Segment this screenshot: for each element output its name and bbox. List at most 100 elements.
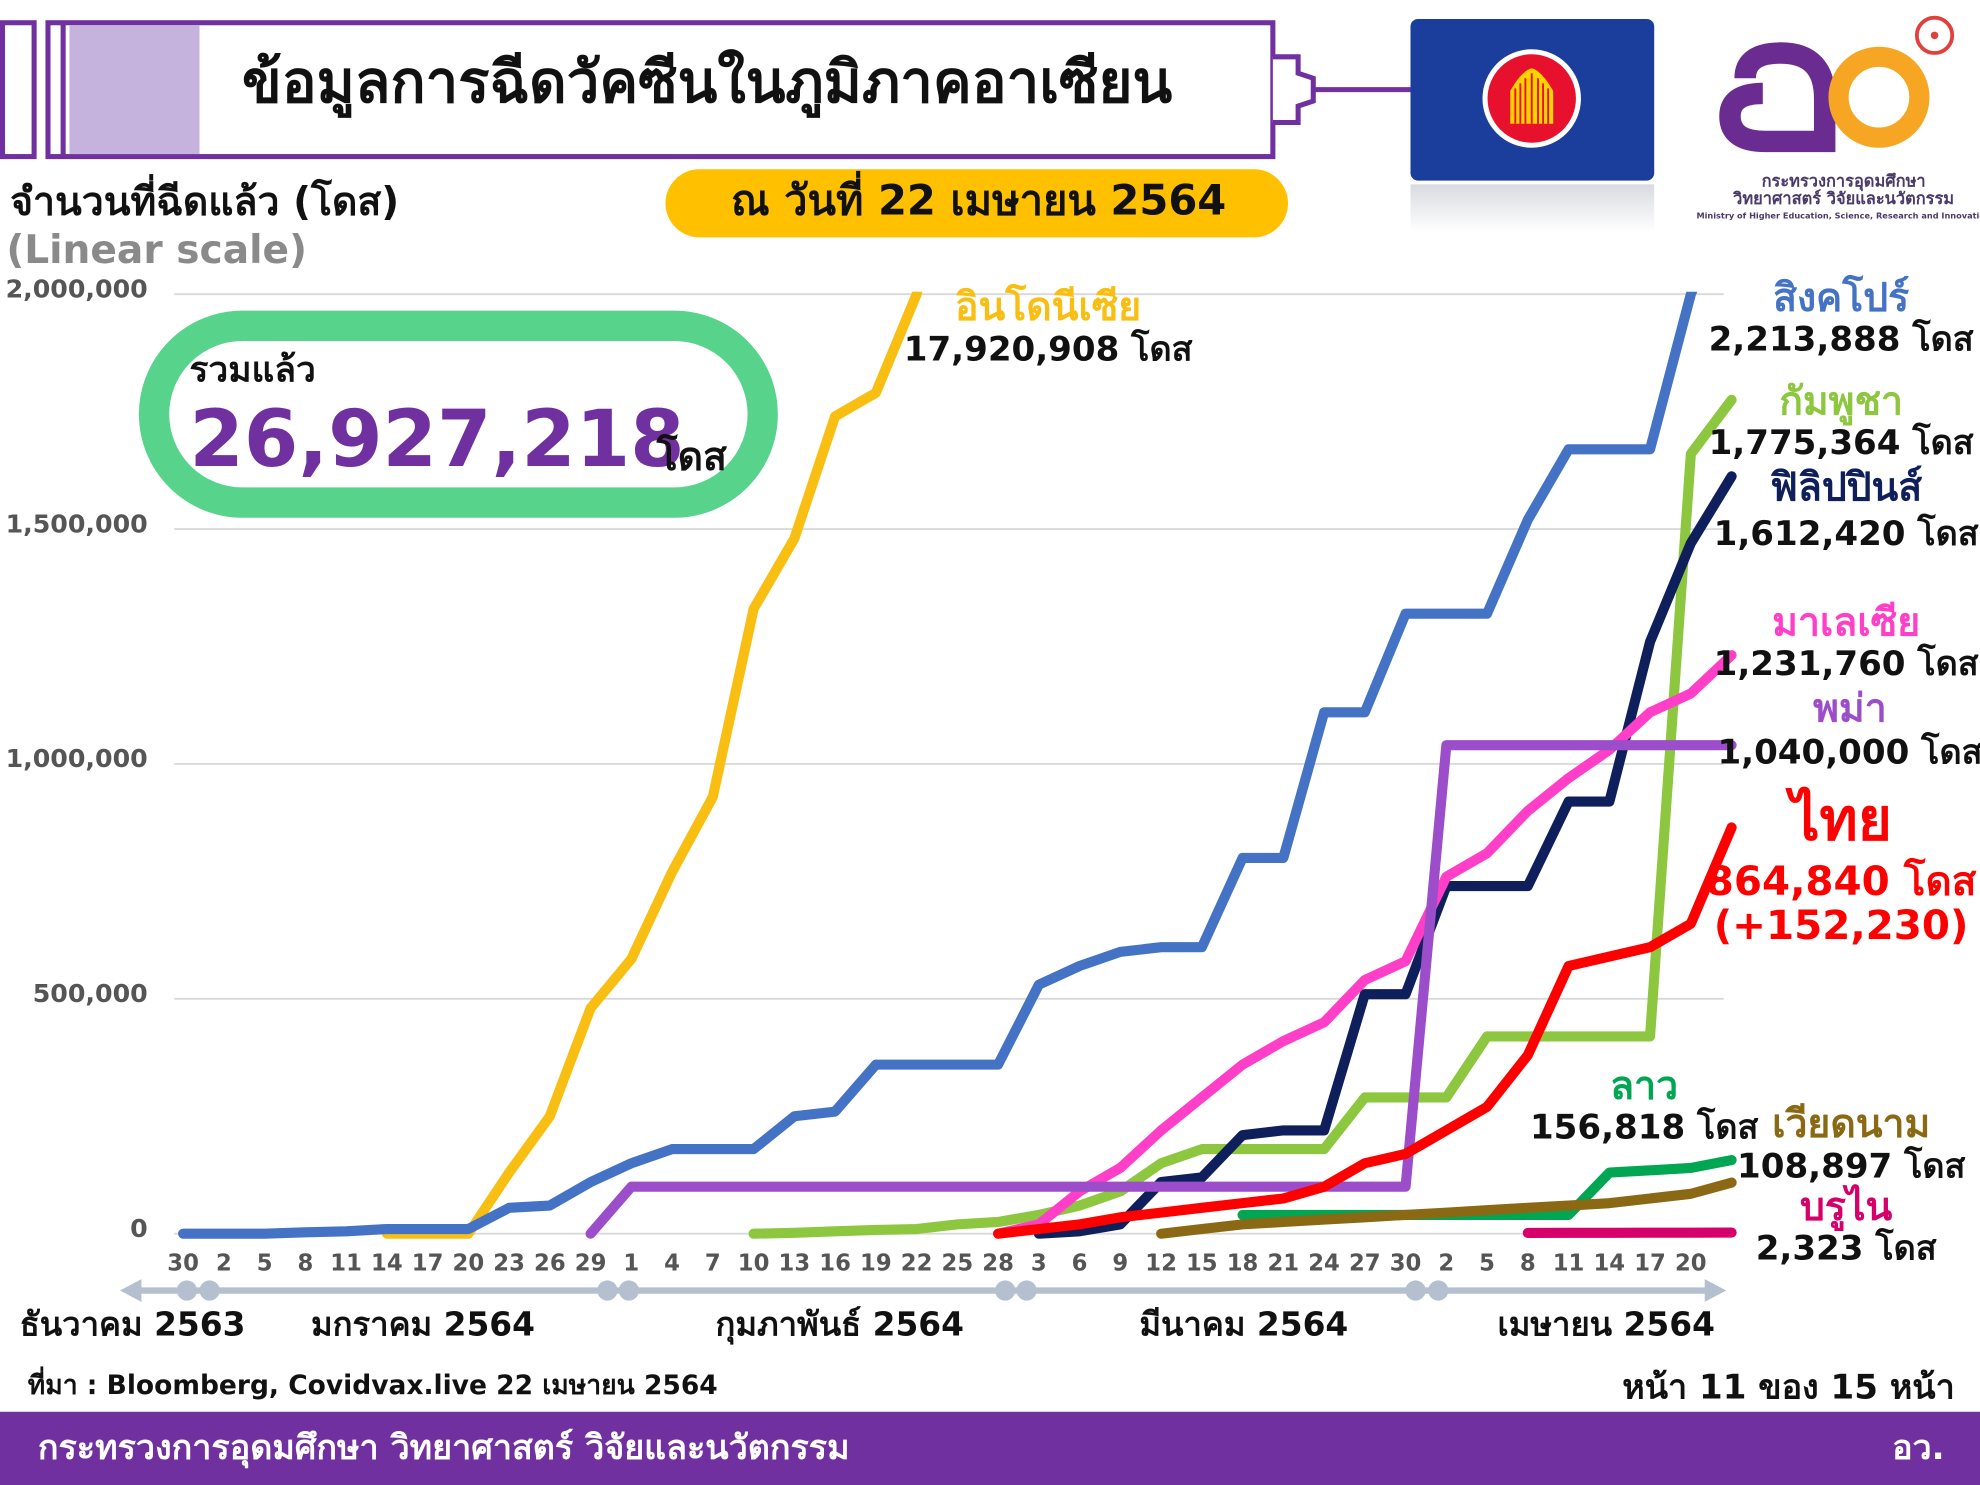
series-labels: อินโดนีเซีย17,920,908 โดส สิงคโปร์2,213,8… <box>904 274 1980 1269</box>
series-name: มาเลเซีย <box>1772 601 1920 646</box>
x-tick-label: 20 <box>1675 1251 1707 1277</box>
value-label: 2,213,888 โดส <box>1709 318 1974 359</box>
total-value: 26,927,218 <box>189 394 684 485</box>
month-label: มกราคม 2564 <box>311 1305 535 1343</box>
series-name: พม่า <box>1813 686 1887 731</box>
asean-flag <box>1410 18 1655 233</box>
series-name: กัมพูชา <box>1779 380 1903 426</box>
y-tick-label: 0 <box>130 1214 148 1243</box>
logo-line: วิทยาศาสตร์ วิจัยและนวัตกรรม <box>1732 189 1954 208</box>
ministry-logo: กระทรวงการอุดมศึกษา วิทยาศาสตร์ วิจัยและ… <box>1696 15 1980 220</box>
logo-line: Ministry of Higher Education, Science, R… <box>1696 210 1980 220</box>
series-name: บรูไน <box>1800 1184 1893 1231</box>
plot-lines <box>178 291 1737 1239</box>
change-label: (+152,230) <box>1714 901 1969 949</box>
month-label: ธันวาคม 2563 <box>20 1305 246 1343</box>
title: ข้อมูลการฉีดวัคซีนในภูมิภาคอาเซียน <box>242 48 1172 118</box>
page-number: หน้า 11 ของ 15 หน้า <box>1622 1368 1955 1408</box>
x-tick-label: 13 <box>779 1251 811 1277</box>
x-tick-label: 2 <box>216 1251 232 1277</box>
series-line <box>381 291 923 1239</box>
x-tick-label: 9 <box>1112 1251 1128 1277</box>
x-tick-label: 14 <box>371 1251 403 1277</box>
x-tick-label: 17 <box>1634 1251 1666 1277</box>
x-tick-label: 12 <box>1145 1251 1177 1277</box>
x-axis: 30 2 5 8 11 14 17 20 23 26 29 1 4 7 10 13 16 19 22 25 28 3 6 9 1… <box>20 1251 1727 1345</box>
x-tick-label: 18 <box>1227 1251 1259 1277</box>
value-label: 156,818 โดส <box>1530 1106 1759 1147</box>
y-tick-label: 500,000 <box>33 979 148 1008</box>
value-label: 1,775,364 โดส <box>1709 422 1974 463</box>
x-tick-label: 15 <box>1186 1251 1218 1277</box>
series-line <box>1156 1177 1737 1239</box>
source: ที่มา : Bloomberg, Covidvax.live 22 เมษา… <box>28 1366 718 1401</box>
y-tick-label: 1,500,000 <box>6 509 148 538</box>
x-tick-label: 28 <box>982 1251 1014 1277</box>
y-tick-label: 1,000,000 <box>6 744 148 773</box>
date-badge <box>665 169 1289 238</box>
footer-ministry: กระทรวงการอุดมศึกษา วิทยาศาสตร์ วิจัยและ… <box>38 1428 850 1469</box>
month-label: กุมภาพันธ์ 2564 <box>715 1305 964 1345</box>
value-label: 864,840 โดส <box>1706 857 1977 905</box>
value-label: 1,231,760 โดส <box>1714 643 1979 684</box>
series-name: อินโดนีเซีย <box>955 283 1141 330</box>
x-tick-label: 30 <box>167 1251 199 1277</box>
x-tick-label: 17 <box>412 1251 444 1277</box>
x-tick-label: 25 <box>942 1251 974 1277</box>
x-tick-label: 29 <box>575 1251 607 1277</box>
x-tick-label: 8 <box>1520 1251 1536 1277</box>
x-tick-label: 19 <box>860 1251 892 1277</box>
total-label: รวมแล้ว <box>189 349 315 390</box>
footer-short: อว. <box>1892 1428 1945 1468</box>
x-tick-label: 11 <box>1553 1251 1585 1277</box>
value-label: 17,920,908 โดส <box>904 329 1193 370</box>
x-tick-label: 11 <box>330 1251 362 1277</box>
month-label: เมษายน 2564 <box>1498 1305 1715 1343</box>
x-tick-label: 3 <box>1031 1251 1047 1277</box>
x-tick-label: 22 <box>901 1251 933 1277</box>
value-label: 108,897 โดส <box>1737 1146 1966 1187</box>
x-tick-label: 20 <box>453 1251 485 1277</box>
x-tick-label: 5 <box>1479 1251 1495 1277</box>
date: ณ วันที่ 22 เมษายน 2564 <box>731 170 1226 224</box>
scale-note: (Linear scale) <box>6 228 307 273</box>
x-tick-label: 5 <box>257 1251 273 1277</box>
x-tick-label: 23 <box>493 1251 525 1277</box>
syringe <box>0 20 1412 160</box>
series-line <box>585 740 1737 1239</box>
x-tick-label: 6 <box>1072 1251 1088 1277</box>
x-tick-label: 30 <box>1390 1251 1422 1277</box>
x-tick-label: 8 <box>297 1251 313 1277</box>
month-label: มีนาคม 2564 <box>1139 1305 1348 1343</box>
x-tick-label: 16 <box>819 1251 851 1277</box>
series-line <box>748 394 1737 1239</box>
logo-line: กระทรวงการอุดมศึกษา <box>1762 171 1926 191</box>
grid: 0 500,000 1,000,000 1,500,000 2,000,000 <box>6 274 1724 1243</box>
total-unit: โดส <box>656 433 727 480</box>
x-tick-label: 10 <box>738 1251 770 1277</box>
x-tick-label: 21 <box>1268 1251 1300 1277</box>
series-name: ลาว <box>1610 1064 1678 1109</box>
series-line <box>993 822 1737 1239</box>
value-label: 1,612,420 โดส <box>1714 513 1979 554</box>
series-name: เวียดนาม <box>1772 1102 1930 1147</box>
y-tick-label: 2,000,000 <box>6 274 148 303</box>
x-tick-label: 24 <box>1308 1251 1340 1277</box>
value-label: 1,040,000 โดส <box>1717 731 1980 772</box>
series-line <box>178 291 1698 1239</box>
x-tick-label: 27 <box>1349 1251 1381 1277</box>
total-box <box>138 310 778 518</box>
x-tick-label: 4 <box>664 1251 680 1277</box>
series-name: ฟิลิปปินส์ <box>1770 464 1922 510</box>
series-name: ไทย <box>1784 785 1892 853</box>
footer-bar <box>0 1411 1980 1485</box>
x-tick-label: 2 <box>1438 1251 1454 1277</box>
x-tick-label: 14 <box>1594 1251 1626 1277</box>
value-label: 2,323 โดส <box>1756 1228 1937 1269</box>
x-tick-label: 1 <box>623 1251 639 1277</box>
x-tick-label: 7 <box>705 1251 721 1277</box>
y-axis-title: จำนวนที่ฉีดแล้ว (โดส) <box>10 174 399 225</box>
series-name: สิงคโปร์ <box>1773 274 1909 321</box>
